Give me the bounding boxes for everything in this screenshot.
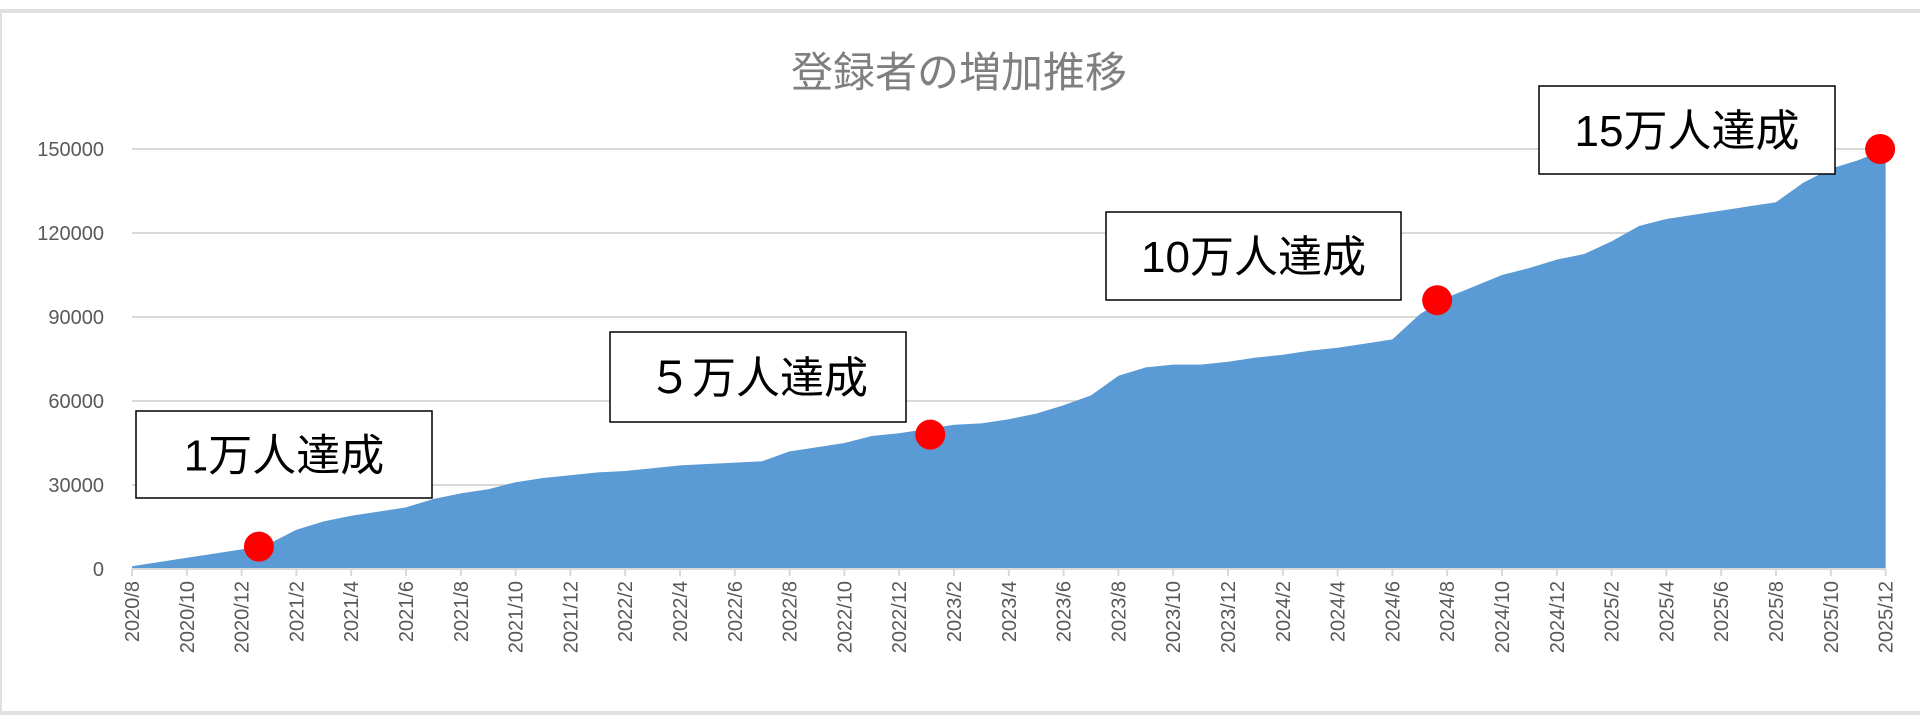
milestone-callout: 1万人達成 <box>135 410 433 499</box>
x-tick-label: 2024/6 <box>1382 581 1404 642</box>
callout-label: 1万人達成 <box>184 432 384 481</box>
y-tick-label: 120000 <box>37 223 104 245</box>
x-tick-label: 2023/8 <box>1108 581 1130 642</box>
x-tick-label: 2024/4 <box>1328 581 1350 642</box>
milestone-callout: ５万人達成 <box>609 331 907 423</box>
callout-label: ５万人達成 <box>648 354 868 403</box>
x-tick-label: 2024/2 <box>1273 581 1295 642</box>
chart-frame <box>0 9 1920 715</box>
y-tick-label: 0 <box>93 559 104 581</box>
milestone-marker <box>1422 285 1453 316</box>
y-tick-label: 150000 <box>37 139 104 161</box>
milestone-marker <box>1865 134 1896 164</box>
top-border <box>0 9 1920 13</box>
callout-box <box>609 331 907 423</box>
x-tick-label: 2021/8 <box>451 581 473 642</box>
x-tick-label: 2023/4 <box>999 581 1021 642</box>
x-tick-label: 2021/12 <box>560 581 582 653</box>
milestone-marker <box>243 531 274 562</box>
x-tick-label: 2023/12 <box>1218 581 1240 653</box>
x-tick-label: 2021/6 <box>396 581 418 642</box>
x-tick-label: 2021/10 <box>506 581 528 653</box>
y-tick-label: 90000 <box>48 307 104 329</box>
chart-title: 登録者の増加推移 <box>791 49 1127 96</box>
callout-label: 10万人達成 <box>1141 233 1366 282</box>
x-tick-label: 2020/8 <box>122 581 144 642</box>
callout-box <box>1538 85 1836 175</box>
milestone-marker <box>915 419 946 450</box>
x-tick-label: 2025/8 <box>1766 581 1788 642</box>
area-series <box>132 149 1886 569</box>
y-tick-label: 30000 <box>48 475 104 497</box>
x-tick-label: 2023/10 <box>1163 581 1185 653</box>
y-axis: 0 30000 60000 90000 120000 150000 <box>37 139 104 581</box>
milestone-annotations: 1万人達成 ５万人達成 10万人達成 15万人達成 <box>135 85 1896 562</box>
x-tick-label: 2020/12 <box>232 581 254 653</box>
y-tick-label: 60000 <box>48 391 104 413</box>
x-tick-label: 2025/12 <box>1876 581 1898 653</box>
x-tick-label: 2021/4 <box>341 581 363 642</box>
x-tick-label: 2024/12 <box>1547 581 1569 653</box>
x-tick-label: 2024/10 <box>1492 581 1514 653</box>
milestone-callout: 10万人達成 <box>1105 211 1402 301</box>
x-tick-label: 2025/6 <box>1711 581 1733 642</box>
callout-label: 15万人達成 <box>1575 107 1800 156</box>
bottom-border <box>0 711 1920 715</box>
x-tick-label: 2022/2 <box>615 581 637 642</box>
x-tick-label: 2025/2 <box>1602 581 1624 642</box>
x-tick-label: 2024/8 <box>1437 581 1459 642</box>
x-tick-label: 2025/10 <box>1821 581 1843 653</box>
x-axis: 2020/8 2020/10 2020/12 2021/2 2021/4 2021/6 20… <box>122 568 1898 653</box>
milestone-callout: 15万人達成 <box>1538 85 1836 175</box>
x-tick-label: 2022/8 <box>780 581 802 642</box>
x-tick-label: 2022/12 <box>889 581 911 653</box>
x-tick-label: 2022/6 <box>725 581 747 642</box>
callout-box <box>1105 211 1402 301</box>
x-tick-label: 2020/10 <box>177 581 199 653</box>
x-tick-label: 2023/2 <box>944 581 966 642</box>
x-tick-label: 2022/10 <box>834 581 856 653</box>
x-tick-label: 2021/2 <box>286 581 308 642</box>
callout-box <box>135 410 433 499</box>
x-tick-label: 2023/6 <box>1054 581 1076 642</box>
x-tick-label: 2025/4 <box>1656 581 1678 642</box>
x-tick-label: 2022/4 <box>670 581 692 642</box>
